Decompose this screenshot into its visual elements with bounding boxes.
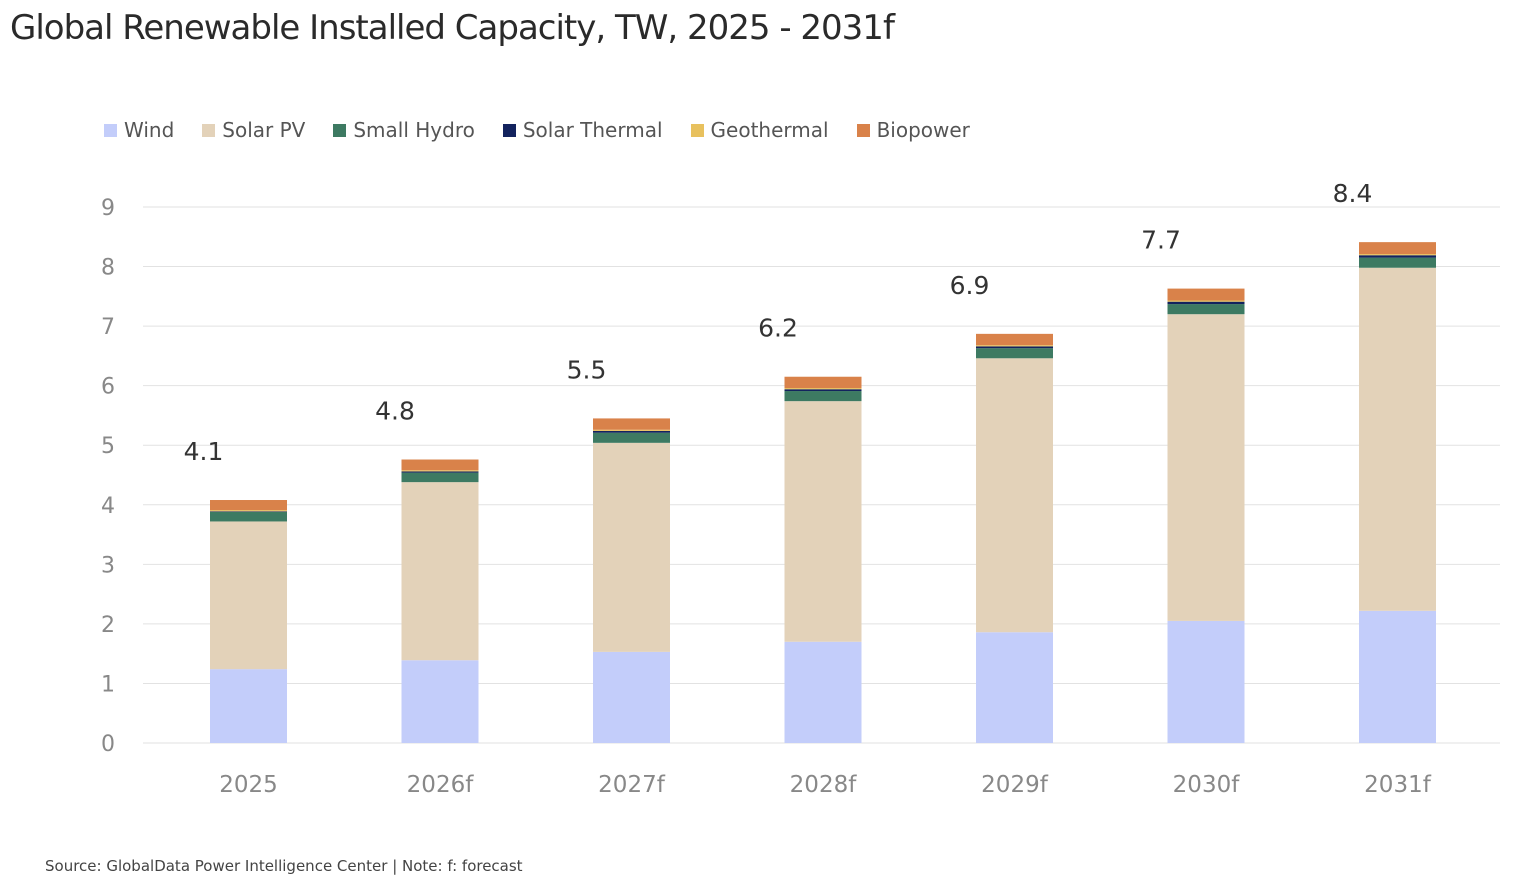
legend-label: Solar Thermal xyxy=(522,118,663,142)
y-tick-label: 0 xyxy=(101,732,115,757)
bar-segment-solar-thermal xyxy=(401,471,479,473)
bar-segment-small-hydro xyxy=(784,391,862,402)
legend-label: Small Hydro xyxy=(353,118,475,142)
legend-item: Small Hydro xyxy=(333,118,475,142)
total-label: 4.1 xyxy=(184,437,224,466)
y-tick-label: 4 xyxy=(101,494,115,519)
bar-segment-solar-thermal xyxy=(1359,255,1436,258)
y-tick-label: 3 xyxy=(101,553,115,578)
legend-label: Geothermal xyxy=(710,118,829,142)
bar-segment-wind xyxy=(210,669,287,743)
bar-segment-geothermal xyxy=(210,510,287,512)
bar-segment-small-hydro xyxy=(593,432,670,443)
bar-segment-solar-pv xyxy=(210,521,287,670)
bar-segment-solar-thermal xyxy=(784,389,862,392)
chart-title: Global Renewable Installed Capacity, TW,… xyxy=(10,8,895,48)
legend-label: Wind xyxy=(124,118,175,142)
total-label: 8.4 xyxy=(1333,179,1373,208)
x-tick-label: 2026f xyxy=(407,772,475,798)
total-label: 5.5 xyxy=(567,355,607,384)
bar-segment-small-hydro xyxy=(976,348,1053,359)
bar-segment-solar-pv xyxy=(401,482,479,661)
legend-item: Solar PV xyxy=(202,118,305,142)
x-tick-label: 2029f xyxy=(981,772,1049,798)
x-tick-label: 2028f xyxy=(790,772,858,798)
total-label: 6.9 xyxy=(950,271,990,300)
y-tick-label: 5 xyxy=(101,434,115,459)
bar-segment-solar-pv xyxy=(1167,314,1245,621)
bar-segment-biopower xyxy=(210,500,287,511)
bar-segment-wind xyxy=(401,660,479,743)
bar-segment-biopower xyxy=(593,418,670,430)
bar-segment-small-hydro xyxy=(1359,257,1436,268)
bar-segment-wind xyxy=(593,651,670,743)
legend-swatch xyxy=(333,123,347,137)
total-label: 7.7 xyxy=(1141,226,1181,255)
bar-segment-small-hydro xyxy=(1167,304,1245,315)
legend: Wind Solar PV Small Hydro Solar Thermal Geot… xyxy=(104,118,970,142)
legend-swatch xyxy=(690,123,704,137)
total-label: 4.8 xyxy=(375,397,415,426)
x-tick-label: 2031f xyxy=(1364,772,1432,798)
bar-segment-geothermal xyxy=(1167,300,1245,302)
y-tick-label: 1 xyxy=(101,672,115,697)
legend-swatch xyxy=(502,123,516,137)
bar-segment-geothermal xyxy=(593,429,670,431)
y-tick-label: 9 xyxy=(101,196,115,221)
legend-label: Biopower xyxy=(876,118,970,142)
bar-segment-biopower xyxy=(1359,242,1436,255)
legend-item: Biopower xyxy=(856,118,970,142)
bar-segment-biopower xyxy=(784,376,862,389)
bar-segment-geothermal xyxy=(1359,254,1436,256)
bar-segment-wind xyxy=(1167,620,1245,743)
legend-swatch xyxy=(202,123,216,137)
y-tick-label: 2 xyxy=(101,613,115,638)
bar-segment-small-hydro xyxy=(210,511,287,522)
source-note: Source: GlobalData Power Intelligence Ce… xyxy=(45,857,523,875)
legend-item: Wind xyxy=(104,118,174,142)
bar-segment-solar-pv xyxy=(976,358,1053,633)
bar-segment-solar-pv xyxy=(784,401,862,642)
bar-segment-solar-thermal xyxy=(1167,301,1245,305)
bar-segment-wind xyxy=(976,632,1053,743)
bar-segment-solar-pv xyxy=(1359,267,1436,611)
legend-item: Solar Thermal xyxy=(502,118,663,142)
y-tick-label: 8 xyxy=(101,256,115,281)
legend-label: Solar PV xyxy=(222,118,306,142)
legend-swatch xyxy=(104,123,117,137)
y-tick-label: 6 xyxy=(101,375,115,400)
bar-segment-wind xyxy=(784,641,862,743)
x-tick-label: 2030f xyxy=(1173,772,1241,798)
bar-segment-biopower xyxy=(976,333,1053,346)
x-tick-label: 2025 xyxy=(219,772,278,798)
legend-swatch xyxy=(856,123,870,137)
bar-segment-solar-pv xyxy=(593,442,670,652)
bar-segment-solar-thermal xyxy=(210,511,287,512)
bar-segment-biopower xyxy=(401,459,479,471)
bar-segment-geothermal xyxy=(401,470,479,472)
bar-segment-geothermal xyxy=(976,345,1053,347)
x-tick-label: 2027f xyxy=(598,772,666,798)
total-label: 6.2 xyxy=(758,314,798,343)
bar-segment-geothermal xyxy=(784,388,862,390)
legend-item: Geothermal xyxy=(690,118,829,142)
bar-segment-solar-thermal xyxy=(976,346,1053,349)
bar-segment-solar-thermal xyxy=(593,430,670,433)
bar-segment-wind xyxy=(1359,610,1436,743)
y-tick-label: 7 xyxy=(101,315,115,340)
bar-segment-small-hydro xyxy=(401,472,479,483)
bar-segment-biopower xyxy=(1167,288,1245,301)
